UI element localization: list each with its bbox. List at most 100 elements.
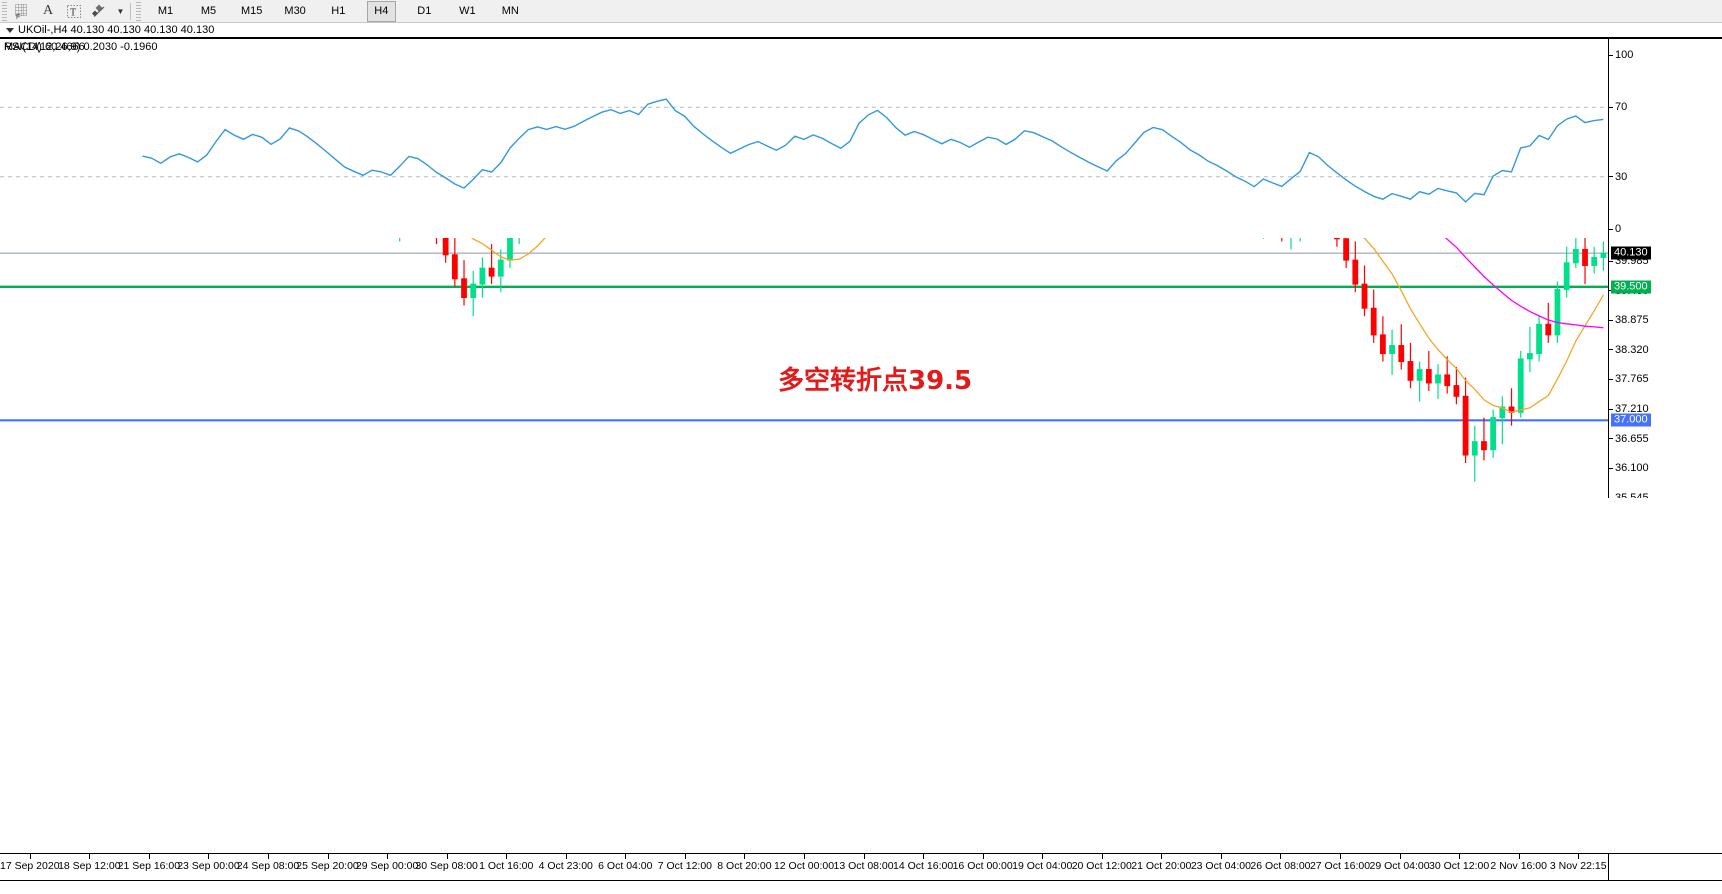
collapse-triangle-icon[interactable] <box>6 27 14 33</box>
time-tick-mark <box>804 854 805 859</box>
timeframe-button-w1[interactable]: W1 <box>459 5 476 17</box>
time-tick-mark <box>923 854 925 859</box>
time-axis-label: 16 Oct 00:00 <box>952 860 1013 872</box>
macd-label: MACD(12,26,9) 0.2030 -0.1960 <box>4 41 158 53</box>
price-level-badge[interactable]: 37.000 <box>1611 413 1651 427</box>
symbol-info-bar: UKOil-,H4 40.130 40.130 40.130 40.130 <box>0 23 1722 38</box>
time-tick-mark <box>208 854 210 859</box>
rsi-svg <box>0 98 1608 203</box>
time-tick-mark <box>1518 854 1520 859</box>
time-axis-right-divider <box>1608 854 1609 894</box>
timeframe-button-d1[interactable]: D1 <box>417 5 432 17</box>
time-axis-label: 29 Oct 04:00 <box>1369 860 1430 872</box>
time-axis-label: 23 Sep 00:00 <box>177 860 240 872</box>
grip-handle[interactable] <box>2 1 7 21</box>
objects-icon[interactable] <box>87 1 113 22</box>
rsi-plot[interactable] <box>0 39 1608 238</box>
time-axis-label: 23 Oct 04:00 <box>1190 860 1251 872</box>
price-axis-tick: 35.545 <box>1609 492 1649 498</box>
time-axis-label: 8 Oct 20:00 <box>717 860 772 872</box>
timeframe-button-h1[interactable]: H1 <box>331 5 346 17</box>
time-axis-label: 30 Oct 12:00 <box>1429 860 1490 872</box>
timeframe-button-m1[interactable]: M1 <box>157 5 174 17</box>
time-tick-mark <box>1220 854 1222 859</box>
time-axis-label: 20 Oct 12:00 <box>1071 860 1132 872</box>
time-tick-mark <box>744 854 746 859</box>
timeframe-button-m15[interactable]: M15 <box>241 5 263 17</box>
svg-text:T: T <box>70 7 76 18</box>
time-axis-label: 21 Sep 16:00 <box>117 860 181 872</box>
time-axis-label: 19 Oct 04:00 <box>1012 860 1073 872</box>
price-axis-tick: 36.100 <box>1609 462 1649 474</box>
time-tick-mark <box>863 854 865 859</box>
timeframe-group: M1 M5 M15 M30 H1 H4 D1 W1 MN <box>151 0 525 22</box>
timeframe-button-mn[interactable]: MN <box>501 5 519 17</box>
timeframe-button-h4[interactable]: H4 <box>366 0 396 22</box>
rsi-axis-tick: 0 <box>1609 223 1621 235</box>
time-axis-label: 6 Oct 04:00 <box>598 860 653 872</box>
time-tick-mark <box>327 854 329 859</box>
toolbar: F A T ▼ M1 M5 M15 M30 H1 H4 D1 W1 MN <box>0 0 1722 23</box>
time-tick-mark <box>625 854 627 859</box>
time-tick-mark <box>1578 854 1580 859</box>
time-axis-label: 27 Oct 16:00 <box>1309 860 1371 872</box>
timeframe-button-m30[interactable]: M30 <box>284 5 306 17</box>
time-axis-label: 2 Nov 16:00 <box>1490 860 1547 872</box>
text-a-icon[interactable]: A <box>42 3 54 18</box>
time-axis-label: 7 Oct 12:00 <box>657 860 713 872</box>
timeframe-grip-handle[interactable] <box>136 1 141 21</box>
current-price-badge: 40.130 <box>1611 246 1651 260</box>
time-tick-mark <box>268 854 269 859</box>
time-axis-label: 30 Sep 08:00 <box>415 860 478 872</box>
time-tick-mark <box>1280 854 1282 859</box>
time-tick-mark <box>506 854 508 859</box>
rsi-axis-tick: 70 <box>1609 101 1627 113</box>
time-axis-label: 13 Oct 08:00 <box>833 860 894 872</box>
dropdown-arrow-icon[interactable]: ▼ <box>116 6 125 16</box>
time-axis-label: 14 Oct 16:00 <box>893 860 954 872</box>
price-axis-tick: 38.320 <box>1609 344 1649 356</box>
time-axis-label: 3 Nov 22:15 <box>1549 860 1607 872</box>
time-axis-label: 26 Oct 08:00 <box>1250 860 1311 872</box>
time-axis-label: 1 Oct 16:00 <box>479 860 534 872</box>
svg-text:F: F <box>16 14 20 20</box>
horizontal-scrollbar-thumb[interactable] <box>150 882 1710 892</box>
price-axis-tick: 37.210 <box>1609 403 1649 415</box>
time-tick-mark <box>565 854 567 859</box>
time-axis-label: 29 Sep 00:00 <box>355 860 419 872</box>
time-axis-label: 4 Oct 23:00 <box>538 860 593 872</box>
time-tick-mark <box>982 854 984 859</box>
time-tick-mark <box>1161 854 1163 859</box>
time-tick-mark <box>1399 854 1401 859</box>
price-axis-tick: 37.765 <box>1609 373 1649 385</box>
rsi-pane[interactable]: RSI(14) 60.4666 100 70 30 0 <box>0 38 1722 238</box>
time-tick-mark <box>1340 854 1341 859</box>
time-tick-mark <box>1042 854 1044 859</box>
price-level-badge[interactable]: 39.500 <box>1611 280 1651 294</box>
time-axis-label: 24 Sep 08:00 <box>236 860 300 872</box>
toolbar-separator <box>130 2 131 20</box>
timeframe-button-m5[interactable]: M5 <box>200 5 217 17</box>
rsi-axis-tick: 30 <box>1609 171 1627 183</box>
time-axis-label: 12 Oct 00:00 <box>773 860 835 872</box>
crosshair-f-icon[interactable]: F <box>9 1 35 22</box>
time-axis-label: 17 Sep 2020 <box>0 860 60 872</box>
status-bar <box>0 880 1722 894</box>
chart-area: 多空转折点39.5 43.88543.33042.77542.22041.665… <box>0 38 1722 894</box>
time-tick-mark <box>387 854 389 859</box>
time-tick-mark <box>148 854 150 859</box>
time-axis-label: 18 Sep 12:00 <box>58 860 121 872</box>
time-tick-mark <box>684 854 686 859</box>
time-axis-label: 21 Oct 20:00 <box>1131 860 1192 872</box>
time-tick-mark <box>89 854 91 859</box>
time-tick-mark <box>29 854 31 859</box>
rsi-axis[interactable]: 100 70 30 0 <box>1608 39 1722 238</box>
time-axis-label: 25 Sep 20:00 <box>296 860 359 872</box>
symbol-ohlc-text: UKOil-,H4 40.130 40.130 40.130 40.130 <box>18 24 215 36</box>
time-tick-mark <box>446 854 448 859</box>
price-axis-tick: 38.875 <box>1609 314 1649 326</box>
text-label-icon[interactable]: T <box>61 1 87 22</box>
time-tick-mark <box>1101 854 1103 859</box>
time-tick-mark <box>1459 854 1461 859</box>
